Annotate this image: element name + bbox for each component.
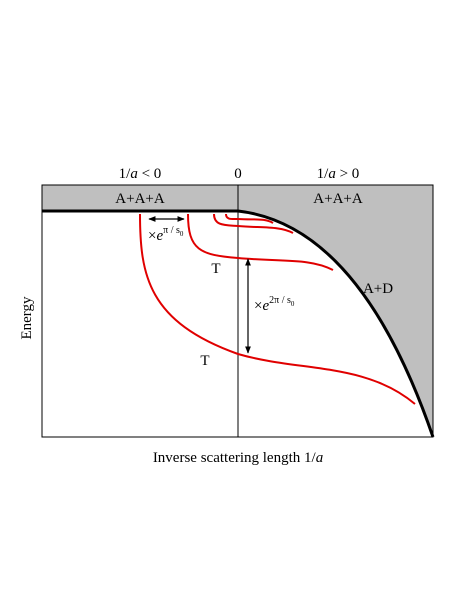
dimer-threshold [237,209,435,438]
scaling-factor: ×e2π / s0 [254,295,295,314]
header-right: 1/a > 0 [317,166,360,182]
region-label: A+A+A [115,191,165,207]
trimer-curve [139,213,416,405]
trimer-label: T [200,353,209,369]
trimer-label: T [211,261,220,277]
trimer-curve [187,213,334,271]
trimer-curve [225,213,274,224]
scaling-factor: ×eπ / s0 [148,225,184,244]
header-center: 0 [234,166,242,182]
x-axis-label: Inverse scattering length 1/a [153,450,323,466]
region-label: A+A+A [313,191,363,207]
y-axis-label: Energy [19,296,35,340]
header-left: 1/a < 0 [119,166,162,182]
trimer-curves [139,213,416,405]
dimer-region [238,211,433,437]
trimer-curve [213,213,294,234]
region-label: A+D [363,281,393,297]
